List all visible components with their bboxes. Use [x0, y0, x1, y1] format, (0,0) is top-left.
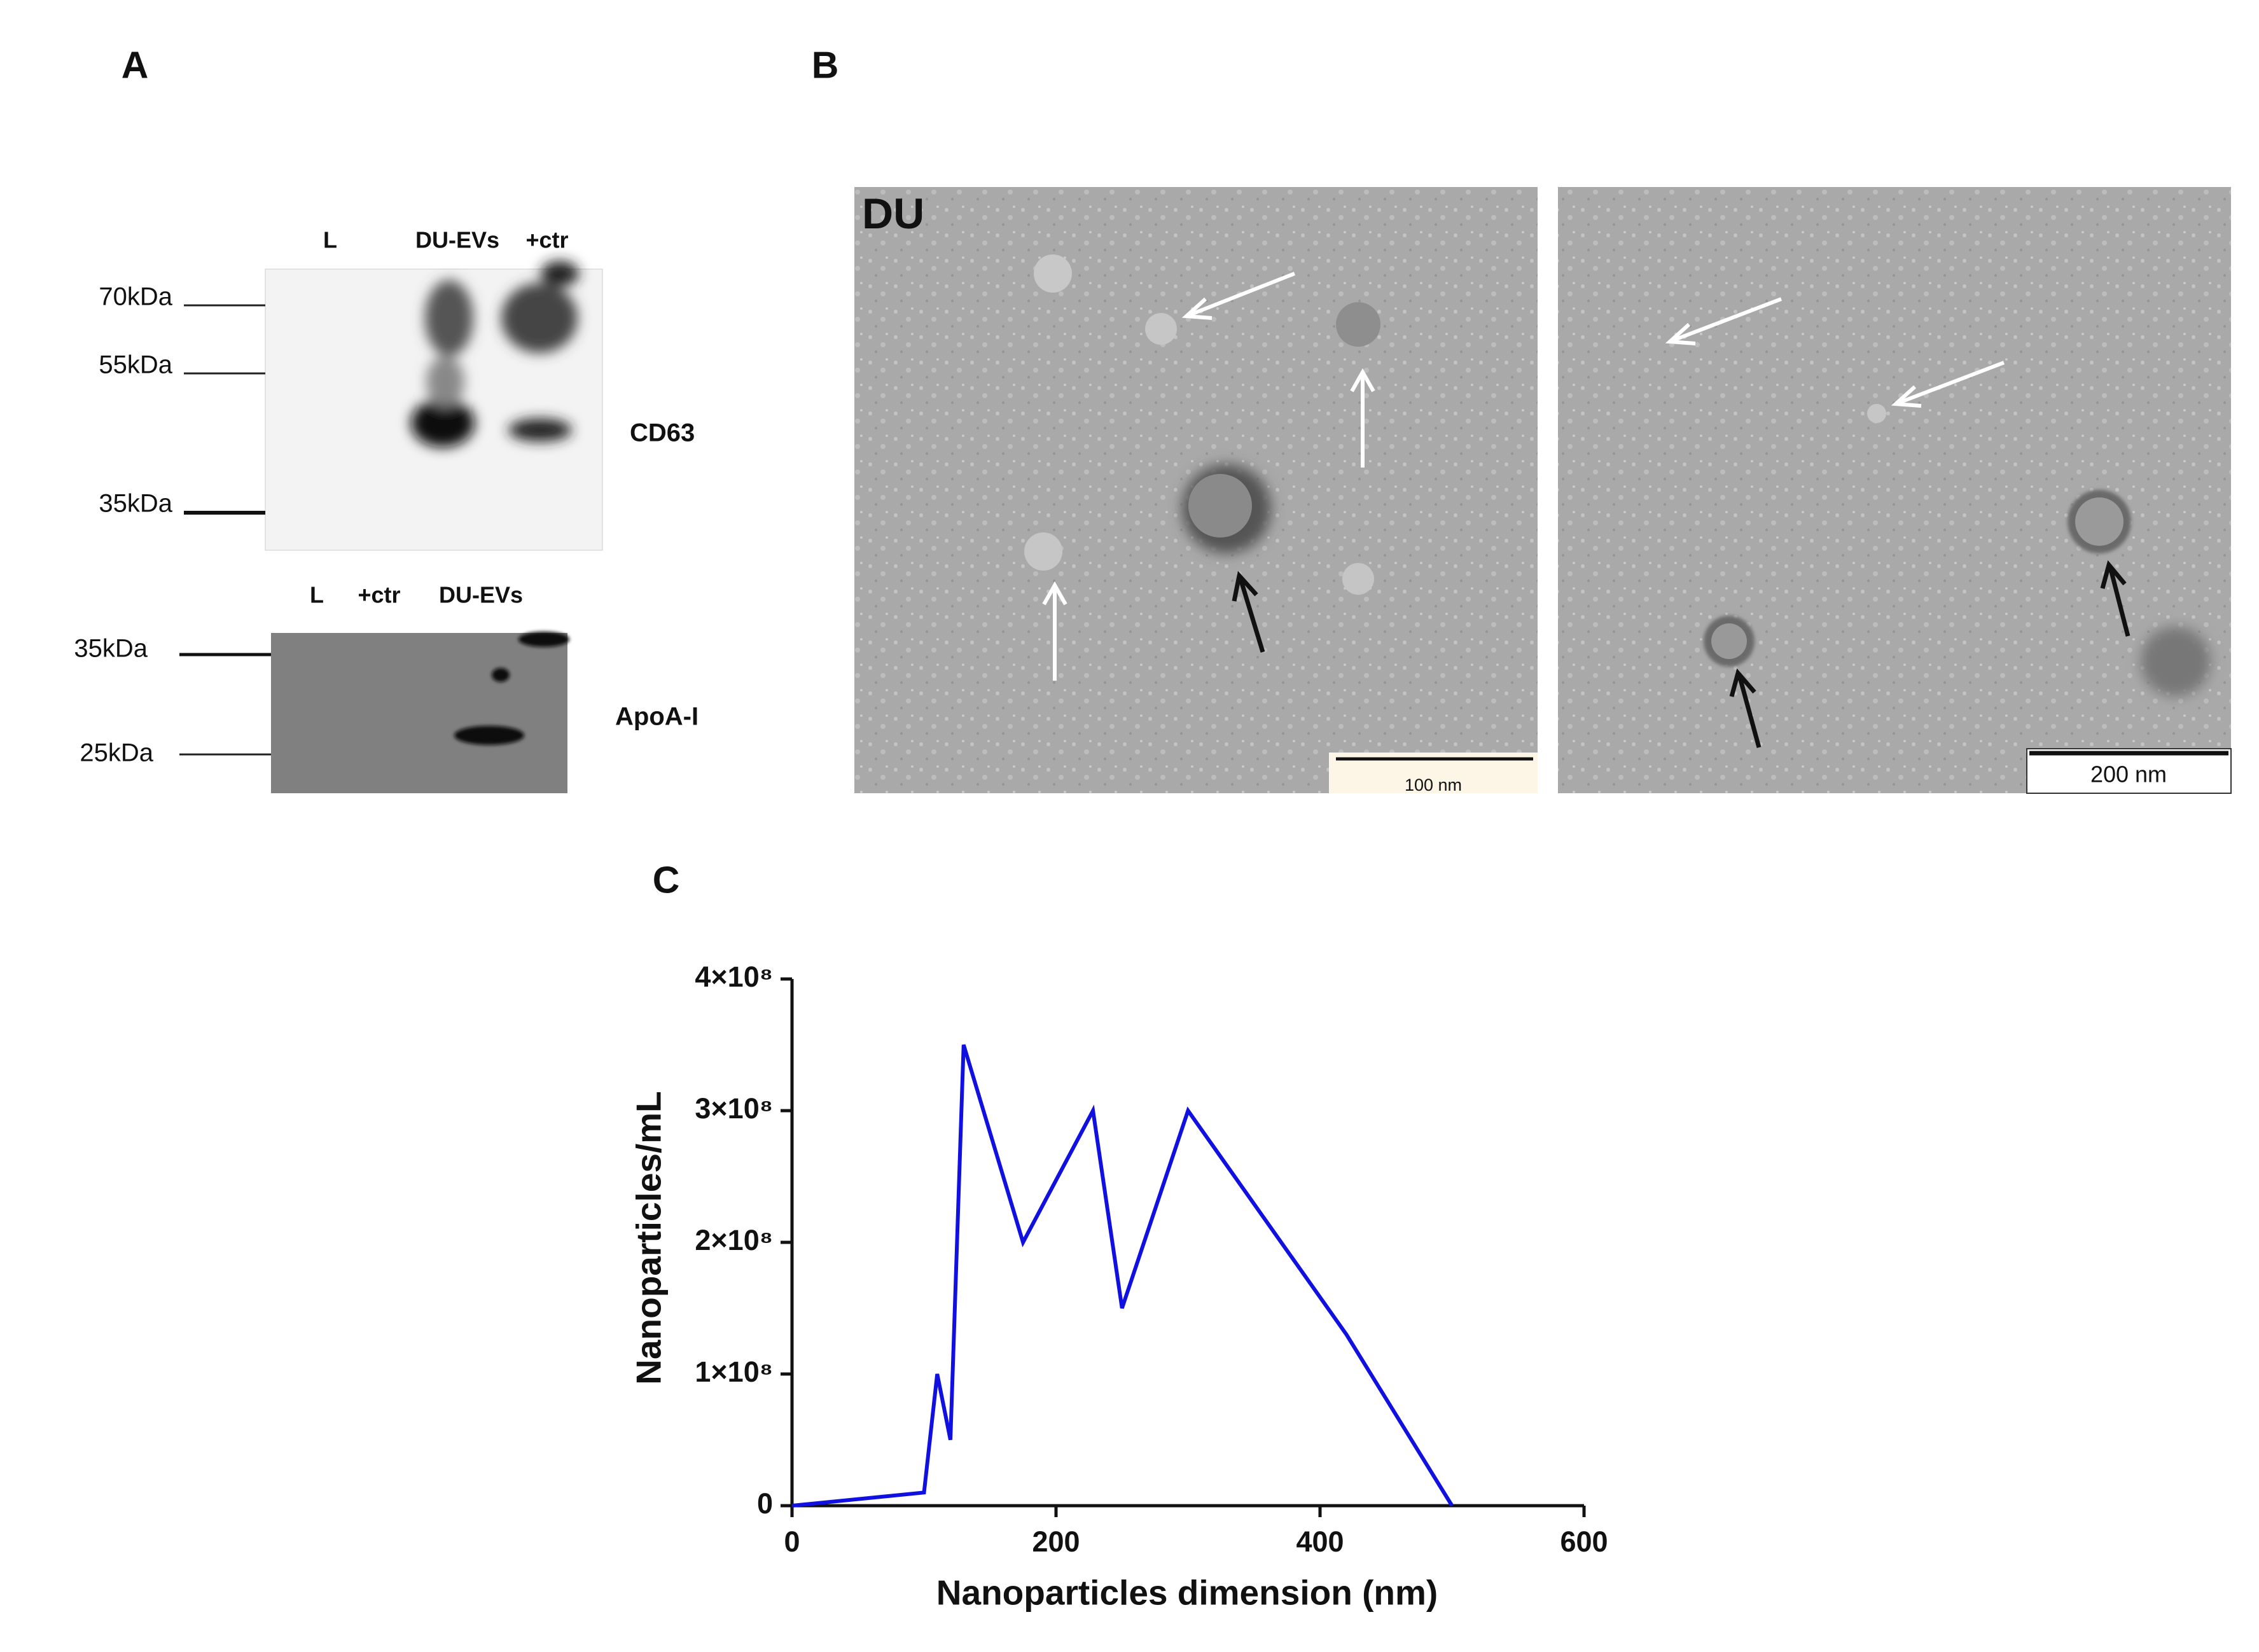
x-tick-label: 400	[1296, 1525, 1344, 1558]
arrows	[1729, 560, 2130, 748]
tem-image	[1558, 187, 2231, 793]
scale-box	[2026, 748, 2232, 794]
lane-label: L	[323, 227, 337, 253]
lane-label: +ctr	[358, 582, 400, 608]
y-tick-label: 1×10⁸	[695, 1356, 773, 1388]
panel-label: B	[812, 45, 839, 87]
x-tick-label: 200	[1032, 1525, 1080, 1558]
bands	[454, 632, 569, 745]
arrows	[1665, 297, 2005, 408]
y-tick-label: 2×10⁸	[695, 1224, 773, 1256]
y-tick-label: 4×10⁸	[695, 961, 773, 993]
data-line	[791, 1044, 1454, 1508]
x-tick-label: 600	[1560, 1525, 1608, 1558]
y-tick-label: 0	[757, 1487, 773, 1520]
panel-label: C	[653, 859, 680, 901]
scale-label: 200 nm	[2090, 761, 2167, 788]
lane-label: +ctr	[525, 227, 568, 253]
arrows	[1042, 272, 1375, 681]
bands	[411, 261, 579, 447]
marker-label: 25kDa	[80, 739, 153, 767]
panel-label: A	[122, 45, 149, 87]
scale-label: 100 nm	[1405, 775, 1462, 795]
x-tick-label: 0	[784, 1525, 800, 1558]
arrows	[1232, 571, 1265, 653]
lane-label: DU-EVs	[439, 582, 523, 608]
protein-label: CD63	[630, 419, 695, 447]
x-axis-label: Nanoparticles dimension (nm)	[936, 1573, 1438, 1613]
y-axis-label: Nanoparticles/mL	[629, 1091, 669, 1385]
protein-label: ApoA-I	[615, 703, 699, 731]
blot	[271, 633, 567, 793]
marker-label: 35kDa	[99, 490, 172, 518]
vesicles	[1704, 404, 2211, 697]
marker-label: 55kDa	[99, 351, 172, 379]
marker-label: 35kDa	[74, 635, 148, 663]
y-tick-label: 3×10⁸	[695, 1092, 773, 1125]
marker-label: 70kDa	[99, 283, 172, 311]
vesicles	[1024, 254, 1380, 595]
image-label: DU	[862, 190, 924, 238]
lane-label: DU-EVs	[415, 227, 499, 253]
lane-label: L	[310, 582, 324, 608]
